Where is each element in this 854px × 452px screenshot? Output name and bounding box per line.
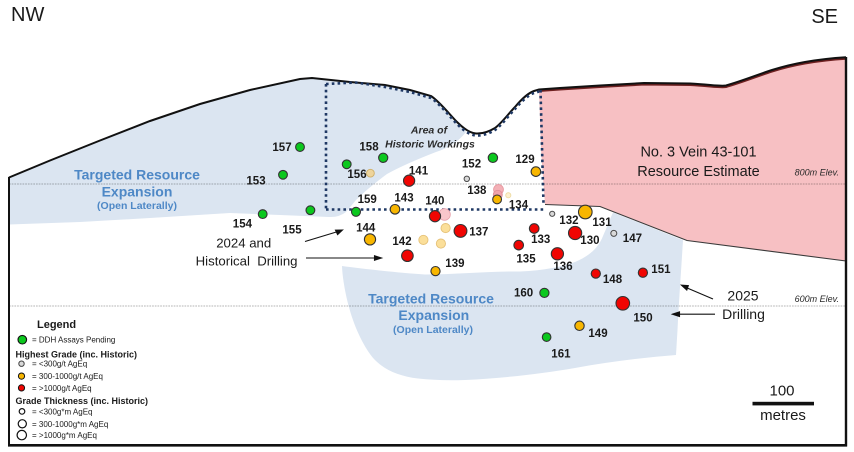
svg-text:= 300-1000g/t AgEq: = 300-1000g/t AgEq bbox=[32, 372, 103, 381]
svg-text:153: 153 bbox=[246, 176, 265, 188]
svg-text:Area of: Area of bbox=[410, 124, 449, 136]
svg-text:131: 131 bbox=[592, 217, 612, 229]
svg-text:133: 133 bbox=[531, 234, 550, 246]
svg-text:155: 155 bbox=[282, 225, 302, 237]
svg-text:= <300g*m AgEq: = <300g*m AgEq bbox=[32, 407, 93, 416]
svg-text:141: 141 bbox=[409, 166, 429, 178]
svg-text:144: 144 bbox=[356, 223, 376, 235]
svg-text:= DDH Assays Pending: = DDH Assays Pending bbox=[32, 336, 115, 345]
svg-text:Expansion: Expansion bbox=[102, 183, 173, 199]
svg-text:161: 161 bbox=[551, 349, 571, 361]
svg-text:metres: metres bbox=[760, 407, 806, 424]
svg-text:Drilling: Drilling bbox=[722, 306, 765, 322]
svg-text:= <300g/t AgEq: = <300g/t AgEq bbox=[32, 360, 87, 369]
svg-text:Targeted Resource: Targeted Resource bbox=[368, 290, 494, 306]
svg-text:2024 and: 2024 and bbox=[216, 236, 271, 251]
svg-text:151: 151 bbox=[651, 264, 671, 276]
svg-text:156: 156 bbox=[347, 169, 366, 181]
svg-text:150: 150 bbox=[633, 313, 652, 325]
svg-text:160: 160 bbox=[514, 288, 533, 300]
svg-text:600m Elev.: 600m Elev. bbox=[795, 294, 839, 304]
svg-text:149: 149 bbox=[588, 328, 607, 340]
svg-text:148: 148 bbox=[603, 274, 623, 286]
svg-text:142: 142 bbox=[392, 236, 411, 248]
svg-text:159: 159 bbox=[358, 194, 377, 206]
svg-text:= 300-1000g*m AgEq: = 300-1000g*m AgEq bbox=[32, 420, 108, 429]
svg-text:(Open Laterally): (Open Laterally) bbox=[97, 200, 177, 212]
svg-text:137: 137 bbox=[469, 227, 488, 239]
svg-text:147: 147 bbox=[623, 233, 642, 245]
svg-text:Grade Thickness (inc. Historic: Grade Thickness (inc. Historic) bbox=[16, 396, 149, 406]
svg-text:800m Elev.: 800m Elev. bbox=[795, 168, 839, 178]
svg-text:= >1000g/t AgEq: = >1000g/t AgEq bbox=[32, 384, 92, 393]
svg-text:(Open Laterally): (Open Laterally) bbox=[393, 324, 473, 336]
svg-text:135: 135 bbox=[516, 254, 536, 266]
svg-text:SE: SE bbox=[811, 6, 838, 28]
svg-text:140: 140 bbox=[425, 195, 444, 207]
svg-text:143: 143 bbox=[394, 193, 413, 205]
svg-text:Historical Drilling: Historical Drilling bbox=[196, 254, 298, 269]
svg-text:Legend: Legend bbox=[37, 319, 76, 331]
svg-text:Historic Workings: Historic Workings bbox=[385, 138, 475, 150]
svg-text:Targeted Resource: Targeted Resource bbox=[74, 167, 200, 183]
svg-text:152: 152 bbox=[462, 159, 481, 171]
svg-text:NW: NW bbox=[11, 4, 44, 26]
svg-text:No. 3 Vein 43-101: No. 3 Vein 43-101 bbox=[640, 145, 756, 161]
svg-text:Expansion: Expansion bbox=[398, 307, 469, 323]
svg-text:100: 100 bbox=[769, 382, 794, 399]
svg-text:130: 130 bbox=[580, 235, 599, 247]
svg-text:129: 129 bbox=[515, 154, 534, 166]
svg-text:154: 154 bbox=[233, 219, 253, 231]
svg-text:157: 157 bbox=[272, 142, 291, 154]
svg-text:134: 134 bbox=[509, 200, 529, 212]
svg-text:Resource Estimate: Resource Estimate bbox=[637, 164, 760, 180]
svg-text:132: 132 bbox=[559, 215, 578, 227]
svg-text:2025: 2025 bbox=[727, 288, 758, 304]
svg-text:139: 139 bbox=[445, 258, 464, 270]
svg-text:Highest Grade (inc. Historic): Highest Grade (inc. Historic) bbox=[16, 349, 138, 359]
svg-text:138: 138 bbox=[467, 185, 487, 197]
svg-text:158: 158 bbox=[359, 142, 379, 154]
svg-text:= >1000g*m AgEq: = >1000g*m AgEq bbox=[32, 431, 97, 440]
svg-text:136: 136 bbox=[553, 261, 572, 273]
